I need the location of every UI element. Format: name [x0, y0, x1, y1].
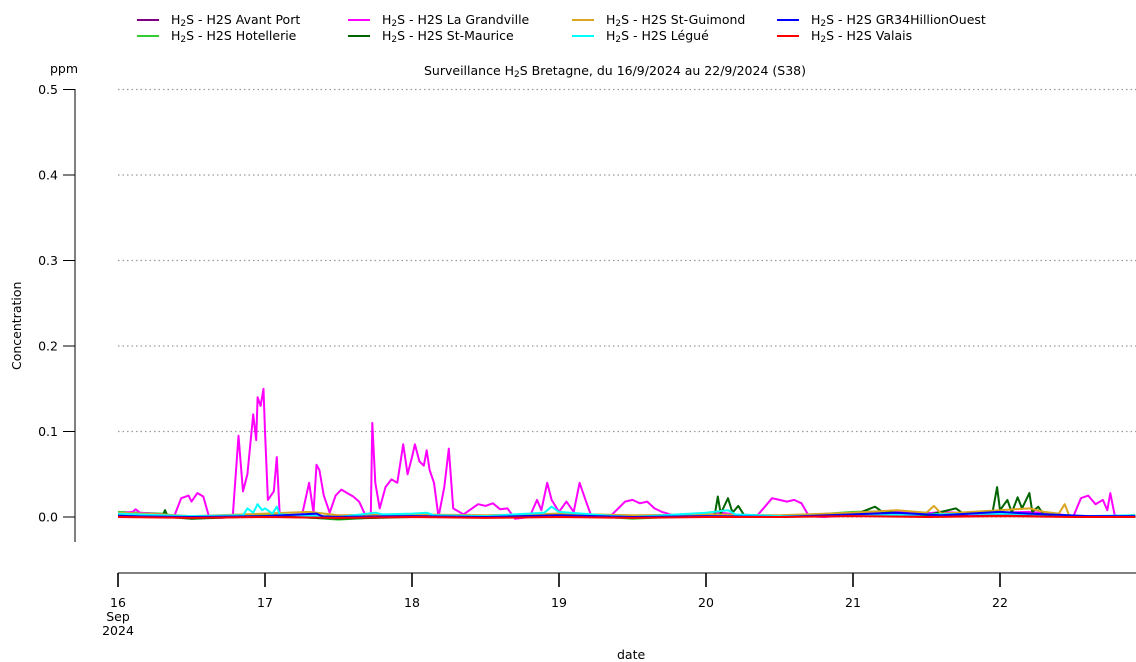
x-tick-sublabel: Sep [106, 609, 130, 624]
legend-label: H2S - H2S St-Guimond [606, 12, 746, 29]
legend-label: H2S - H2S GR34HillionOuest [811, 12, 986, 29]
legend-label: H2S - H2S Hotellerie [171, 28, 297, 45]
legend-swatch [137, 19, 159, 21]
x-tick-label: 20 [698, 595, 714, 610]
x-tick-label: 21 [845, 595, 861, 610]
x-tick-label: 19 [551, 595, 567, 610]
y-tick-label: 0.1 [38, 424, 58, 439]
legend-swatch [137, 35, 159, 37]
y-tick-label: 0.5 [38, 82, 58, 97]
legend-label: H2S - H2S Avant Port [171, 12, 301, 29]
legend-swatch [777, 35, 799, 37]
legend-label: H2S - H2S St-Maurice [382, 28, 514, 45]
series-line-5 [117, 503, 1136, 518]
y-tick-label: 0.3 [38, 253, 58, 268]
x-tick-label: 18 [404, 595, 420, 610]
legend-swatch [572, 19, 594, 21]
series-line-3 [117, 387, 1136, 520]
legend-label: H2S - H2S Valais [811, 28, 913, 45]
legend-swatch [572, 35, 594, 37]
chart-title: Surveillance H2S Bretagne, du 16/9/2024 … [424, 63, 806, 80]
y-tick-label: 0.0 [38, 510, 58, 525]
x-tick-label: 16 [110, 595, 126, 610]
x-axis-label: date [617, 647, 646, 662]
y-tick-label: 0.4 [38, 168, 58, 183]
legend-swatch [348, 35, 370, 37]
x-tick-label: 17 [257, 595, 273, 610]
y-tick-label: 0.2 [38, 339, 58, 354]
series-line-8 [117, 515, 1136, 519]
x-tick-sublabel: 2024 [102, 623, 134, 638]
legend-swatch [777, 19, 799, 21]
legend-swatch [348, 19, 370, 21]
legend: H2S - H2S Avant Port H2S - H2S Hotellerie… [137, 12, 1097, 48]
x-tick-label: 22 [992, 595, 1008, 610]
legend-label: H2S - H2S La Grandville [382, 12, 530, 29]
legend-label: H2S - H2S Légué [606, 28, 709, 45]
y-unit-label: ppm [50, 61, 79, 76]
